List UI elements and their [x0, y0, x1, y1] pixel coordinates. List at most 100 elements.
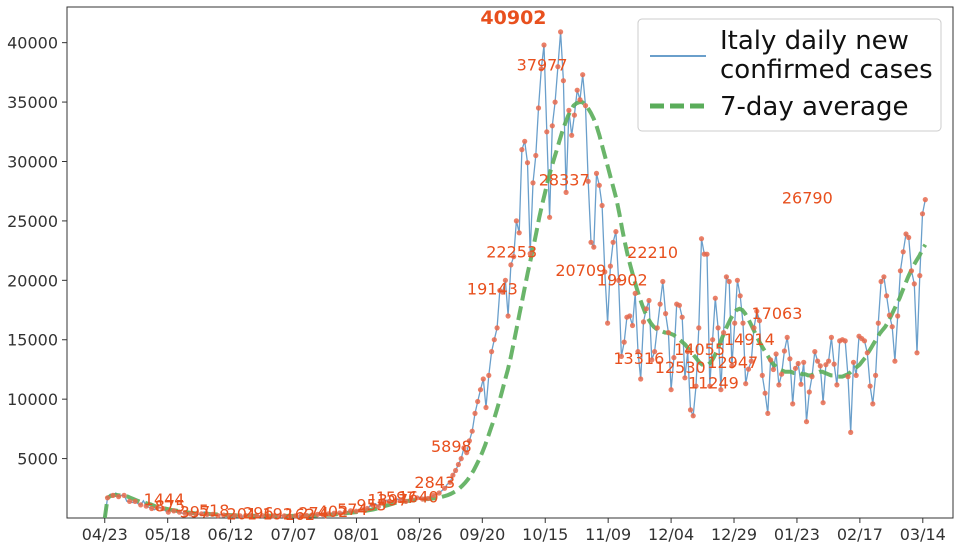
data-point: [897, 268, 904, 274]
data-point: [547, 214, 553, 220]
data-point: [696, 325, 702, 331]
data-point: [591, 244, 597, 250]
data-point: [668, 387, 674, 393]
data-point: [298, 513, 304, 519]
data-point: [419, 496, 426, 502]
value-annotation: 2843: [414, 473, 455, 492]
x-tick-label: 05/18: [145, 525, 191, 544]
data-point: [425, 495, 431, 502]
x-tick-label: 09/20: [459, 525, 505, 544]
x-tick-label: 08/26: [396, 525, 442, 544]
y-tick-label: 30000: [7, 152, 58, 171]
data-point: [182, 510, 188, 516]
data-point: [187, 511, 193, 517]
data-point: [610, 239, 616, 245]
data-point: [309, 512, 315, 518]
data-point: [541, 42, 547, 48]
data-point: [502, 277, 508, 283]
data-point: [693, 383, 699, 389]
data-point: [812, 349, 818, 355]
data-point: [886, 312, 893, 318]
data-point: [792, 365, 799, 371]
x-tick-label: 12/29: [711, 525, 757, 544]
value-annotation: 1640: [398, 488, 439, 507]
data-point: [632, 290, 638, 296]
data-point: [803, 419, 810, 425]
data-point: [265, 513, 271, 519]
data-point: [585, 178, 591, 184]
data-point: [248, 513, 254, 519]
x-tick-label: 08/01: [333, 525, 379, 544]
data-point: [756, 318, 763, 324]
data-point: [450, 472, 456, 478]
data-point: [779, 371, 785, 377]
data-point: [820, 400, 826, 406]
data-point: [469, 428, 475, 434]
data-point: [574, 87, 580, 93]
data-point: [566, 107, 572, 113]
data-point: [798, 381, 804, 387]
data-point: [121, 492, 127, 498]
data-point: [270, 513, 276, 519]
data-point: [527, 251, 533, 257]
data-point: [679, 314, 685, 320]
data-point: [386, 498, 392, 504]
data-point: [687, 407, 694, 413]
data-point: [908, 268, 915, 274]
data-point: [906, 234, 912, 241]
value-annotation: 19143: [467, 280, 518, 299]
x-tick-label: 01/23: [774, 525, 820, 544]
data-point: [892, 358, 898, 364]
data-point: [489, 349, 495, 355]
data-point: [442, 485, 448, 491]
data-point: [259, 513, 265, 519]
data-point: [732, 320, 738, 326]
data-point: [900, 249, 906, 255]
data-point: [607, 263, 614, 269]
data-point: [762, 390, 768, 396]
data-point: [707, 383, 713, 389]
data-point: [215, 513, 221, 519]
y-tick-label: 15000: [7, 331, 58, 350]
data-point: [781, 348, 788, 354]
data-point: [243, 513, 249, 519]
x-tick-label: 03/14: [900, 525, 946, 544]
data-point: [569, 132, 575, 138]
data-point: [776, 382, 782, 388]
data-point: [613, 229, 619, 235]
data-point: [533, 152, 539, 159]
value-annotation: 37977: [517, 56, 568, 75]
data-point: [826, 358, 832, 364]
plot-frame: [66, 6, 954, 519]
data-point: [823, 362, 829, 368]
y-tick-label: 35000: [7, 93, 58, 112]
x-tick-label: 06/12: [208, 525, 254, 544]
data-point: [508, 262, 514, 268]
x-tick-label: 10/15: [522, 525, 568, 544]
data-point: [801, 359, 807, 365]
y-axis: 5000 10000 15000 20000 25000 30000 35000 40000: [7, 34, 67, 469]
data-point: [618, 353, 625, 359]
data-point: [740, 320, 746, 326]
value-annotation: 22253: [486, 243, 537, 262]
data-point: [176, 509, 182, 515]
data-point: [127, 498, 133, 504]
value-annotation: 201: [227, 505, 258, 524]
data-point: [292, 513, 298, 519]
data-point: [842, 338, 848, 344]
data-point: [759, 372, 765, 378]
data-point: [671, 355, 677, 361]
data-point: [204, 511, 210, 517]
x-tick-label: 12/04: [648, 525, 694, 544]
data-point: [348, 508, 354, 514]
data-point: [911, 281, 917, 287]
data-point: [878, 278, 884, 285]
value-annotation: 397: [180, 502, 211, 521]
data-point: [605, 320, 611, 326]
data-point: [524, 160, 531, 166]
data-point: [232, 513, 238, 519]
data-point: [519, 147, 525, 153]
data-point: [563, 189, 569, 195]
data-point: [621, 339, 627, 345]
value-annotation: 574: [337, 500, 368, 519]
